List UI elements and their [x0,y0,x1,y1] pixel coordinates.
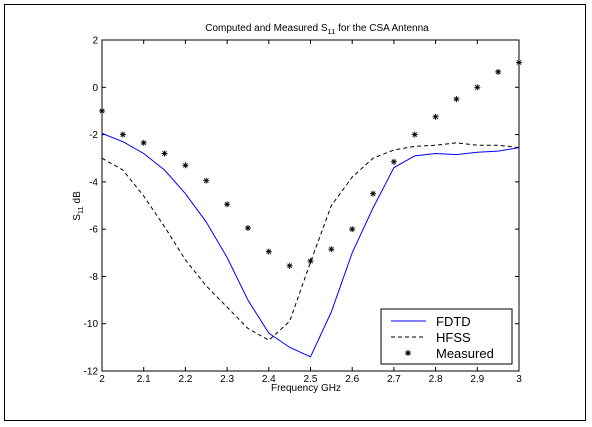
x-tick-label: 2.6 [345,374,359,385]
legend-label-fdtd: FDTD [436,314,471,329]
x-tick-label: 2 [99,374,105,385]
data-point-measured [99,107,105,114]
x-tick-label: 2.2 [178,374,192,385]
y-axis-label-suffix: dB [72,191,83,206]
y-tick-label: -10 [84,319,99,330]
data-point-measured [286,262,293,269]
axes: 2 2.1 2.2 2.3 2.4 2.5 2.6 2.7 2.8 2.9 3 -12 -10 -8 -6 -… [84,36,523,386]
data-point-measured [265,248,272,255]
data-point-measured [390,158,397,165]
x-tick-label: 2.3 [220,374,234,385]
series-line-fdtd [101,132,520,358]
legend-swatch-measured [405,350,411,356]
data-point-measured [119,131,126,138]
data-point-measured [474,84,481,91]
x-tick-label: 2.4 [262,374,276,385]
legend-box [380,308,513,365]
data-point-measured [182,162,189,169]
legend-item-measured: Measured [405,346,494,361]
x-tick-label: 3 [516,374,522,385]
legend-label-hfss: HFSS [436,330,471,345]
y-axis-label-subscript: 11 [76,206,85,214]
series-fdtd [101,132,520,358]
legend-item-fdtd: FDTD [391,314,471,329]
data-point-measured [224,201,231,208]
chart-title-subscript: 11 [328,27,336,36]
data-point-measured [453,96,460,103]
data-point-measured [370,190,377,197]
chart-title: Computed and Measured S11 for the CSA An… [205,23,429,36]
series-measured [99,59,522,269]
data-point-measured [307,258,314,265]
legend-label-measured: Measured [436,346,494,361]
data-point-measured [411,131,418,138]
data-point-measured [244,224,251,231]
chart-title-prefix: Computed and Measured S [205,23,328,34]
x-tick-label: 2.5 [304,374,318,385]
data-point-measured [328,246,335,253]
y-tick-label: -4 [89,177,98,188]
data-point-measured [495,68,502,75]
x-tick-label: 2.7 [387,374,401,385]
x-tick-label: 2.1 [137,374,151,385]
x-axis-label: Frequency GHz [271,383,341,394]
series-line-hfss [101,142,520,341]
data-point-measured [516,59,522,66]
y-tick-label: -6 [89,225,98,236]
x-tick-label: 2.9 [470,374,484,385]
y-tick-label: -2 [89,130,98,141]
x-tick-label: 2.8 [429,374,443,385]
series-hfss [101,142,520,341]
y-axis-label-prefix: S [72,214,83,221]
legend-item-hfss: HFSS [391,330,471,345]
data-point-measured [161,150,168,157]
series-layer [99,59,522,358]
chart-title-suffix: for the CSA Antenna [335,23,429,34]
y-tick-label: 0 [92,83,98,94]
y-tick-label: -12 [84,367,99,378]
data-point-measured [432,113,439,120]
y-tick-label: -8 [89,272,98,283]
y-axis-label: S11 dB [72,191,85,221]
y-tick-label: 2 [92,36,98,47]
data-point-measured [140,139,147,146]
data-point-measured [203,177,210,184]
data-point-measured [349,226,356,233]
